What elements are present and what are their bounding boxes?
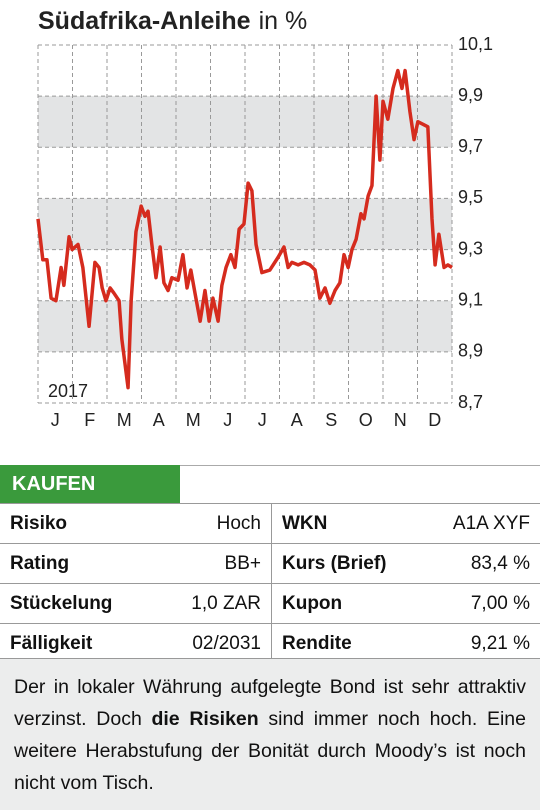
table-cell: Hoch	[150, 504, 272, 543]
text-part: Der in lokaler Währung aufgelegte Bond i…	[14, 676, 526, 730]
text-block: Der in lokaler Währung aufgelegte Bond i…	[0, 658, 540, 810]
table-cell: Rating	[10, 553, 70, 574]
y-tick-label: 9,5	[458, 187, 483, 207]
x-tick-label: J	[258, 410, 267, 430]
table-cell: WKN	[282, 513, 328, 534]
x-tick-label: O	[359, 410, 373, 430]
table-cell: Rendite	[282, 633, 352, 654]
table-cell: 9,21 %	[470, 633, 530, 654]
table-cell: Fälligkeit	[10, 633, 93, 654]
table-cell: 7,00 %	[470, 593, 530, 614]
table-row: Rating BB+ Kurs (Brief) 83,4 %	[0, 543, 540, 583]
table-cell: BB+	[150, 544, 272, 583]
x-tick-label: F	[84, 410, 95, 430]
x-tick-label: A	[153, 410, 165, 430]
chart-title: Südafrika-Anleihe in %	[38, 7, 307, 35]
x-tick-label: J	[51, 410, 60, 430]
table-cell: 02/2031	[150, 624, 272, 663]
x-tick-label: J	[223, 410, 232, 430]
table-cell: Kurs (Brief)	[282, 553, 387, 574]
y-tick-label: 10,1	[458, 34, 493, 54]
y-tick-label: 9,3	[458, 238, 483, 258]
x-tick-label: N	[394, 410, 407, 430]
x-tick-label: A	[291, 410, 303, 430]
text-part: die Risiken	[151, 708, 259, 730]
table-cell: Risiko	[10, 513, 68, 534]
table-row: Stückelung 1,0 ZAR Kupon 7,00 %	[0, 583, 540, 623]
y-tick-label: 8,7	[458, 392, 483, 412]
header-label: KAUFEN	[0, 465, 180, 503]
table-cell: Kupon	[282, 593, 343, 614]
y-tick-label: 9,1	[458, 289, 483, 309]
table-header: KAUFEN	[0, 465, 540, 503]
table-cell: 83,4 %	[470, 553, 530, 574]
x-tick-label: D	[428, 410, 441, 430]
x-tick-label: M	[186, 410, 201, 430]
x-tick-label: S	[325, 410, 337, 430]
y-tick-label: 9,9	[458, 85, 483, 105]
table-cell: Stückelung	[10, 593, 113, 614]
table-cell: A1A XYF	[452, 513, 530, 534]
table-row: Fälligkeit 02/2031 Rendite 9,21 %	[0, 623, 540, 663]
y-tick-label: 9,7	[458, 136, 483, 156]
table-cell: 1,0 ZAR	[150, 584, 272, 623]
table: KAUFEN Risiko Hoch WKN A1A XYF Rating BB+ Kurs…	[0, 465, 540, 663]
unit: in %	[259, 7, 308, 35]
table-row: Risiko Hoch WKN A1A XYF	[0, 503, 540, 543]
x-tick-label: M	[117, 410, 132, 430]
chart: Südafrika-Anleihe in % 2017 8,7 8,9 9,1 9,3 9…	[36, 7, 493, 430]
y-tick-label: 8,9	[458, 341, 483, 361]
line	[36, 68, 453, 390]
title: Südafrika-Anleihe	[38, 7, 251, 35]
annotation: 2017	[48, 381, 88, 401]
text-part: sind immer noch hoch. Eine weitere Herab…	[14, 708, 526, 794]
